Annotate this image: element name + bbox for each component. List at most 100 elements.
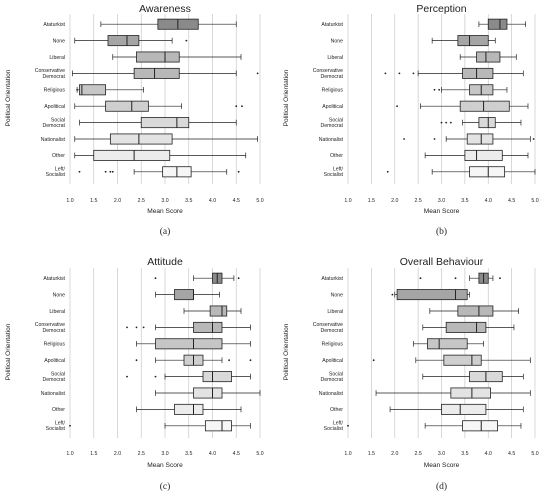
x-tick-label: 4.5 [233, 451, 240, 457]
outlier-point [445, 121, 448, 124]
outlier-point [235, 105, 238, 108]
category-label-line: Conservative [35, 68, 65, 74]
category-label: Left/Socialist [324, 167, 344, 179]
category-label: None [53, 38, 66, 44]
outlier-point [403, 138, 405, 140]
category-label: Ataturkist [43, 276, 65, 282]
category-label: Liberal [327, 55, 343, 61]
x-tick-label: 2.5 [138, 451, 145, 457]
category-label: Other [330, 407, 343, 413]
box-religious [136, 338, 251, 350]
panel-label: (d) [436, 481, 447, 492]
x-tick-label: 4.5 [508, 451, 515, 457]
box-nationalist [375, 387, 531, 399]
outlier-point [135, 359, 138, 362]
category-label: Apolitical [44, 358, 65, 364]
outlier-point [396, 105, 398, 108]
x-tick-label: 2.0 [391, 451, 398, 457]
category-label: Social Democrat [43, 371, 66, 383]
iqr-box [443, 354, 482, 366]
category-label-line: Social [51, 117, 65, 123]
box-left-socialist [78, 166, 240, 178]
outlier-point [384, 72, 387, 75]
box-other [136, 403, 242, 415]
category-label-line: Left/ [333, 167, 344, 173]
iqr-box [136, 51, 180, 63]
outlier-point [454, 277, 457, 280]
box-conservative-democrat [72, 67, 259, 79]
outlier-point [185, 39, 188, 42]
x-tick-label: 3.0 [438, 198, 445, 204]
iqr-box [441, 403, 487, 415]
x-tick-label: 5.0 [531, 451, 538, 457]
iqr-box [457, 35, 489, 47]
category-label: Nationalist [319, 137, 344, 143]
iqr-box [155, 338, 223, 350]
y-axis-title: Political Orientation [5, 323, 12, 380]
iqr-box [450, 387, 491, 399]
box-ataturkist [419, 272, 501, 284]
outlier-point [249, 359, 252, 362]
x-tick-label: 1.5 [90, 451, 97, 457]
x-tick-label: 4.0 [209, 451, 216, 457]
outlier-point [438, 88, 441, 91]
outlier-point [78, 170, 81, 173]
category-label-line: Democrat [43, 123, 66, 129]
category-label-line: Left/ [55, 167, 66, 173]
x-axis-title: Mean Score [147, 462, 183, 469]
category-label: Ataturkist [321, 276, 343, 282]
category-label-line: Socialist [324, 426, 344, 432]
iqr-box [478, 117, 496, 129]
x-tick-label: 3.0 [438, 451, 445, 457]
iqr-box [445, 321, 487, 333]
outlier-point [237, 277, 240, 280]
category-label-line: Conservative [313, 68, 343, 74]
x-tick-label: 2.5 [138, 198, 145, 204]
box-conservative-democrat [126, 321, 251, 333]
category-label: Social Democrat [43, 117, 66, 129]
category-label: Other [52, 153, 65, 159]
outlier-point [237, 170, 240, 173]
outlier-point [228, 359, 231, 362]
box-apolitical [396, 100, 529, 112]
category-label-line: Social [329, 117, 343, 123]
category-label-line: Left/ [333, 421, 344, 427]
iqr-box [105, 100, 149, 112]
outlier-point [256, 72, 259, 75]
box-ataturkist [100, 18, 237, 30]
iqr-box [79, 84, 107, 96]
category-label-line: Democrat [43, 377, 66, 383]
category-label: Nationalist [41, 391, 66, 397]
x-tick-label: 1.5 [368, 451, 375, 457]
x-tick-label: 1.0 [344, 451, 351, 457]
panel-label: (a) [160, 226, 171, 237]
category-label: Apolitical [322, 104, 343, 110]
category-label: Left/Socialist [46, 421, 66, 433]
iqr-box [464, 149, 503, 161]
chart-title: Awareness [139, 3, 191, 15]
x-tick-label: 2.0 [114, 198, 121, 204]
box-nationalist [74, 133, 258, 145]
outlier-point [154, 375, 157, 378]
x-tick-label: 3.5 [185, 451, 192, 457]
outlier-point [391, 293, 394, 296]
chart-title: Overall Behaviour [400, 256, 484, 268]
iqr-box [427, 338, 468, 350]
panel-label: (c) [160, 481, 171, 492]
box-religious [76, 84, 144, 96]
box-conservative-democrat [384, 67, 524, 79]
iqr-box [459, 100, 510, 112]
panel-3: Attitude Political Orientation Ataturkist N… [5, 256, 264, 492]
x-tick-label: 4.5 [508, 198, 515, 204]
outlier-point [398, 72, 401, 75]
x-tick-label: 1.0 [344, 198, 351, 204]
category-label: Other [52, 407, 65, 413]
outlier-point [419, 277, 422, 280]
outlier-point [76, 88, 79, 91]
x-tick-label: 4.5 [233, 198, 240, 204]
x-tick-label: 5.0 [531, 198, 538, 204]
iqr-box [193, 321, 223, 333]
category-label-line: Conservative [35, 322, 65, 328]
category-label: Liberal [327, 309, 343, 315]
category-label-line: Democrat [321, 328, 344, 334]
